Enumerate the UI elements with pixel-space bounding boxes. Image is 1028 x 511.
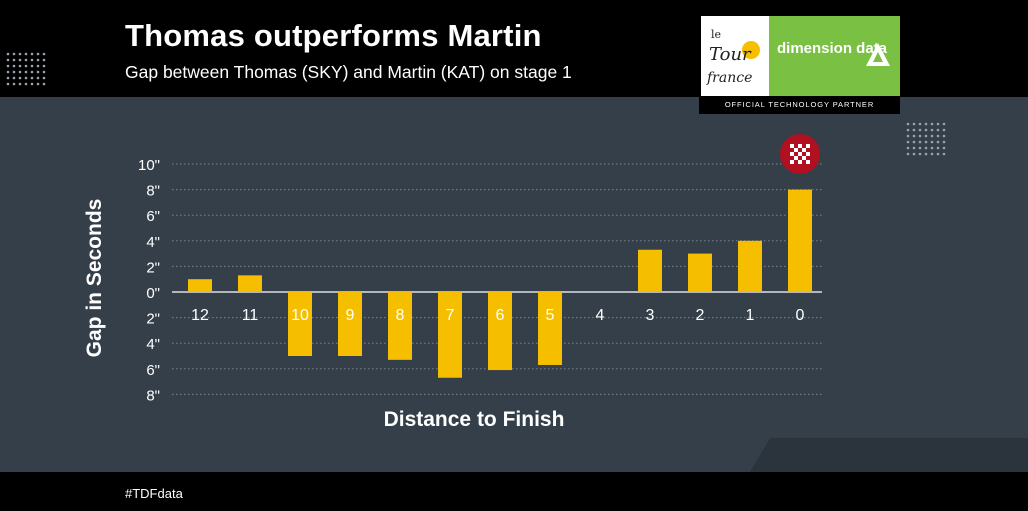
tour-de-france-logo: le Tour france xyxy=(701,16,769,96)
y-tick-label: 8" xyxy=(146,183,160,200)
x-axis-label: Distance to Finish xyxy=(383,408,565,431)
y-tick-label: 6" xyxy=(146,362,160,379)
bar-8 xyxy=(388,292,412,360)
x-tick-label: 6 xyxy=(496,307,505,324)
x-tick-label: 2 xyxy=(696,307,705,324)
bar-2 xyxy=(688,253,712,292)
chart-bars xyxy=(188,189,812,378)
bar-7 xyxy=(438,292,462,378)
x-tick-label: 12 xyxy=(191,307,209,324)
panel-shape xyxy=(0,97,1028,472)
bar-10 xyxy=(288,292,312,356)
bar-9 xyxy=(338,292,362,356)
svg-text:Tour: Tour xyxy=(709,44,752,65)
bar-11 xyxy=(238,275,262,292)
x-tick-label: 11 xyxy=(242,307,259,324)
y-tick-label: 2" xyxy=(146,259,160,276)
x-tick-label: 4 xyxy=(596,307,605,324)
bar-6 xyxy=(488,292,512,371)
y-tick-label: 8" xyxy=(146,387,160,404)
svg-text:le: le xyxy=(711,28,721,41)
x-tick-label: 1 xyxy=(746,307,755,324)
y-tick-label: 6" xyxy=(146,208,160,225)
tour-de-france-icon: le Tour france xyxy=(706,28,760,86)
panel-accent xyxy=(750,438,1028,472)
x-tick-label: 8 xyxy=(396,307,405,324)
bar-5 xyxy=(538,292,562,365)
bar-12 xyxy=(188,279,212,292)
y-tick-label: 4" xyxy=(146,336,160,353)
x-tick-label: 9 xyxy=(346,307,355,324)
triangle-logo-icon xyxy=(866,43,890,66)
decorative-dots xyxy=(6,52,946,156)
bar-1 xyxy=(738,240,762,292)
partner-text: OFFICIAL TECHNOLOGY PARTNER xyxy=(724,100,875,109)
y-tick-label: 2" xyxy=(146,311,160,328)
chart-subtitle: Gap between Thomas (SKY) and Martin (KAT… xyxy=(125,62,572,82)
x-axis-ticks: 12 11 10 9 8 7 6 5 4 3 2 1 0 xyxy=(191,307,804,324)
bar-0 xyxy=(788,189,812,292)
checkered-flag-icon xyxy=(780,134,820,174)
y-axis-ticks: 10" 8" 6" 4" 2" 0" 2" 4" 6" 8" xyxy=(138,157,160,404)
svg-text:france: france xyxy=(706,70,752,86)
brand-text: dimension data xyxy=(777,40,888,57)
x-tick-label: 10 xyxy=(291,307,309,324)
y-tick-label: 0" xyxy=(146,285,160,302)
bar-3 xyxy=(638,249,662,292)
y-tick-label: 10" xyxy=(138,157,160,174)
x-tick-label: 5 xyxy=(546,307,555,324)
chart-title: Thomas outperforms Martin xyxy=(125,18,542,53)
x-tick-label: 3 xyxy=(646,307,655,324)
x-tick-label: 0 xyxy=(796,307,805,324)
sponsor-logo: le Tour france dimension data OFFICIAL T… xyxy=(699,16,900,114)
x-tick-label: 7 xyxy=(446,307,455,324)
dimension-data-logo: dimension data xyxy=(769,16,900,96)
y-tick-label: 4" xyxy=(146,234,160,251)
hashtag: #TDFdata xyxy=(125,486,183,501)
y-axis-label: Gap in Seconds xyxy=(83,198,106,358)
